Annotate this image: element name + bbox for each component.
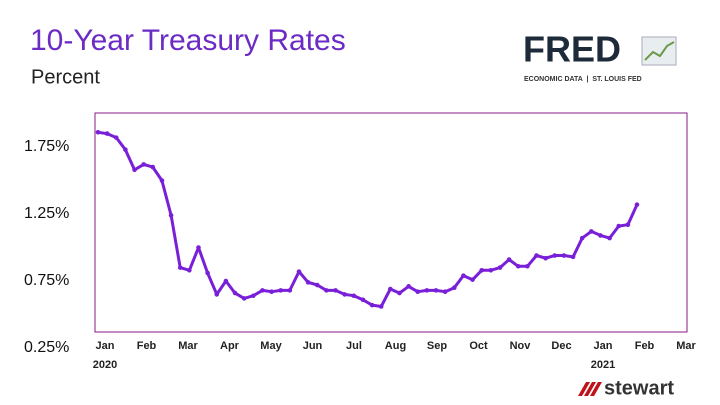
point — [351, 293, 357, 299]
point — [515, 263, 521, 269]
stewart-logo-text: stewart — [604, 377, 674, 399]
point — [187, 267, 192, 273]
point — [95, 129, 101, 135]
x-tick-label: Sep — [427, 340, 447, 352]
point — [287, 288, 293, 293]
point — [570, 254, 576, 260]
x-tick-label: Apr — [220, 340, 240, 352]
point — [305, 280, 311, 285]
point — [634, 202, 640, 207]
x-tick-label: Oct — [469, 340, 488, 352]
x-tick-label: Feb — [635, 340, 655, 352]
point — [223, 278, 229, 284]
plot-frame — [94, 112, 688, 333]
point — [461, 273, 466, 278]
y-tick-label: 1.75% — [24, 138, 69, 155]
y-tick-label: 0.25% — [24, 339, 69, 356]
point — [433, 288, 439, 293]
point — [534, 253, 539, 258]
x-tick-label: Jan — [594, 340, 613, 352]
point — [406, 284, 411, 289]
x-tick-label: Jul — [346, 340, 362, 352]
fred-logo: FRED — [523, 29, 621, 70]
point — [269, 289, 274, 295]
fred-tagline: ECONOMIC DATA | ST. LOUIS FED — [524, 76, 642, 83]
point — [314, 282, 320, 288]
x-tick-label: Nov — [510, 340, 532, 352]
point — [360, 297, 366, 303]
point — [324, 288, 329, 293]
chart-title: 10-Year Treasury Rates — [30, 24, 346, 57]
point — [479, 267, 484, 273]
point — [424, 288, 430, 293]
point — [205, 270, 210, 276]
point — [150, 164, 156, 170]
chart-subtitle: Percent — [31, 66, 100, 88]
point — [525, 263, 530, 269]
point — [342, 292, 347, 297]
point — [506, 257, 512, 262]
point — [278, 288, 284, 293]
point — [598, 233, 603, 238]
point — [415, 289, 421, 295]
point — [177, 265, 183, 270]
point — [397, 290, 402, 296]
point — [232, 290, 238, 296]
point — [470, 277, 475, 282]
point — [241, 296, 247, 301]
point — [388, 286, 393, 292]
point — [488, 267, 494, 273]
point — [552, 253, 558, 258]
y-tick-label: 1.25% — [24, 205, 69, 222]
x-tick-label: Dec — [551, 340, 571, 352]
point — [132, 167, 137, 173]
point — [141, 162, 146, 167]
point — [159, 178, 165, 183]
point — [625, 222, 631, 228]
x-tick-label: Mar — [676, 340, 696, 352]
x-tick-label: Jan — [96, 340, 115, 352]
point — [561, 253, 567, 258]
point — [543, 255, 548, 261]
x-tick-label: Aug — [385, 340, 406, 352]
point — [378, 304, 384, 309]
x-tick-label: Mar — [178, 340, 198, 352]
year-label: 2020 — [93, 359, 117, 371]
point — [251, 293, 256, 299]
point — [442, 289, 448, 295]
x-tick-label: May — [260, 340, 282, 352]
point — [123, 147, 128, 152]
point — [607, 235, 612, 241]
point — [113, 135, 119, 140]
point — [214, 292, 220, 297]
point — [589, 229, 594, 234]
point — [296, 269, 302, 274]
point — [168, 213, 174, 218]
point — [369, 302, 375, 308]
point — [451, 285, 457, 291]
point — [196, 245, 201, 250]
stewart-logo — [578, 382, 602, 396]
year-label: 2021 — [591, 359, 615, 371]
fred-icon — [641, 36, 677, 66]
point — [497, 265, 503, 270]
y-tick-label: 0.75% — [24, 272, 69, 289]
point — [104, 131, 110, 136]
x-tick-label: Feb — [137, 340, 157, 352]
x-tick-label: Jun — [303, 340, 323, 352]
point — [333, 288, 338, 293]
point — [579, 235, 585, 241]
point — [616, 223, 622, 229]
point — [260, 288, 265, 293]
